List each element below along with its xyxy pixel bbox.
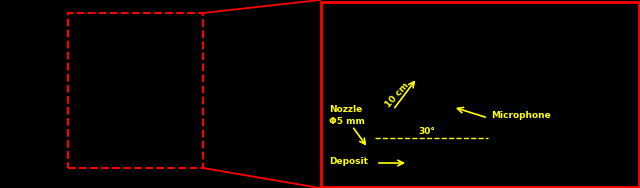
Text: 10 cm: 10 cm (384, 81, 411, 109)
Text: Nozzle: Nozzle (329, 105, 362, 114)
Bar (68, 13, 203, 168)
Text: Microphone: Microphone (491, 111, 551, 121)
Text: Φ5 mm: Φ5 mm (329, 117, 365, 126)
Bar (321, 2, 639, 187)
Text: 30°: 30° (418, 127, 435, 136)
Text: Deposit: Deposit (329, 156, 368, 165)
